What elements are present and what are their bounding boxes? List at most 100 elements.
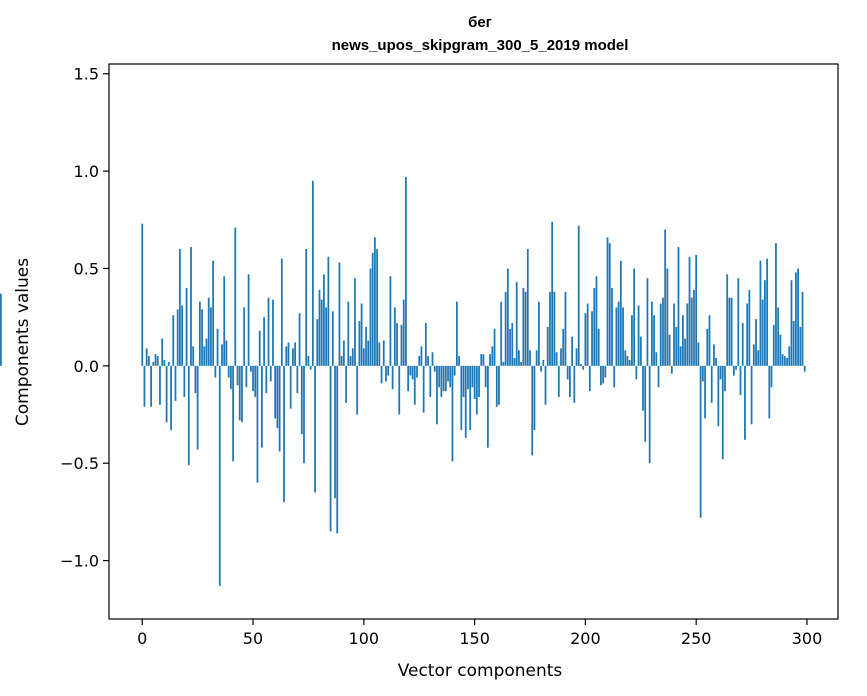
bar-19 [183, 365, 186, 397]
bar-119 [405, 176, 407, 366]
bar-255 [706, 328, 709, 366]
bar-126 [420, 346, 423, 366]
bar-104 [371, 252, 374, 366]
bar-217 [622, 307, 624, 366]
bar-294 [792, 321, 795, 366]
bar-195 [573, 365, 576, 403]
bar-106 [376, 249, 378, 366]
bar-207 [600, 365, 602, 386]
bar-192 [566, 365, 569, 380]
bar-196 [575, 348, 578, 366]
bar-269 [737, 278, 740, 366]
bar-214 [615, 307, 618, 366]
bar-23 [192, 346, 195, 366]
bar-151 [475, 365, 478, 415]
bar-257 [710, 365, 713, 403]
bar-209 [604, 365, 607, 378]
bar-285 [772, 324, 775, 366]
bar-239 [670, 365, 673, 374]
bar-182 [544, 365, 547, 405]
bar-81 [320, 299, 323, 366]
bar-253 [701, 365, 704, 382]
x-tick-label: 50 [243, 629, 263, 648]
bar-38 [225, 340, 228, 366]
bar-200 [584, 313, 587, 366]
bar-161 [498, 365, 500, 405]
bar-263 [724, 365, 726, 392]
bar-47 [245, 365, 248, 388]
bar-102 [367, 340, 370, 366]
bar-91 [342, 340, 345, 366]
y-tick-label: −0.5 [60, 454, 99, 473]
bar-99 [360, 303, 363, 366]
bar-110 [385, 365, 387, 382]
bar-275 [750, 365, 753, 425]
bar-80 [318, 289, 321, 366]
plot-frame [108, 63, 839, 620]
bar-128 [424, 323, 427, 366]
bar-287 [777, 307, 780, 366]
bar-297 [799, 326, 802, 366]
bar-271 [741, 323, 744, 366]
bar-261 [719, 365, 722, 380]
bar-111 [387, 365, 390, 376]
bar-35 [218, 365, 221, 586]
bar-28 [203, 346, 206, 366]
bar-226 [642, 365, 644, 411]
bar-93 [347, 301, 350, 366]
bar-227 [644, 365, 647, 442]
bar-252 [699, 365, 702, 518]
bar-265 [728, 297, 731, 366]
bar-230 [650, 301, 653, 366]
bar-120 [407, 365, 410, 392]
bar-127 [422, 365, 425, 413]
bar-49 [249, 365, 252, 372]
bar-114 [393, 307, 396, 366]
bar-59 [272, 299, 274, 366]
bar-242 [677, 247, 680, 366]
bar-256 [708, 315, 711, 366]
bar-250 [695, 254, 698, 366]
bar-218 [624, 350, 627, 366]
bar-87 [334, 365, 336, 499]
bar-284 [770, 365, 773, 388]
bar-75 [307, 356, 310, 366]
bar-262 [721, 365, 724, 460]
bar-254 [704, 365, 706, 419]
bar-70 [296, 365, 299, 394]
bar-20 [185, 287, 188, 366]
bar-107 [378, 342, 381, 366]
bar-183 [546, 326, 549, 366]
bar-190 [562, 328, 565, 366]
bar-212 [611, 287, 613, 366]
bar-9 [161, 338, 164, 366]
bar-125 [418, 356, 421, 366]
bar-141 [453, 365, 456, 376]
bar-79 [316, 319, 319, 366]
bar-133 [436, 365, 438, 425]
bar-243 [679, 346, 682, 366]
bar-30 [207, 297, 210, 366]
bar-94 [349, 356, 352, 366]
bar-270 [739, 365, 742, 396]
bar-225 [639, 336, 642, 366]
y-tick-label: 0.0 [74, 357, 99, 376]
bar-15 [174, 365, 177, 401]
bar-165 [506, 268, 509, 366]
bar-208 [602, 365, 605, 384]
bar-292 [788, 346, 791, 366]
bar-8 [159, 365, 161, 405]
bar-33 [214, 365, 217, 378]
y-tick-label: −1.0 [60, 552, 99, 571]
bar-68 [292, 348, 294, 366]
x-tick-label: 0 [137, 629, 147, 648]
bar-296 [797, 268, 799, 366]
bar-100 [362, 348, 365, 366]
chart-subtitle: news_upos_skipgram_300_5_2019 model [332, 37, 629, 54]
bar-281 [763, 280, 766, 366]
bar-54 [261, 365, 263, 448]
bar-140 [451, 365, 454, 462]
bar-134 [438, 365, 441, 388]
bar-179 [537, 301, 540, 366]
bar-86 [331, 311, 334, 366]
